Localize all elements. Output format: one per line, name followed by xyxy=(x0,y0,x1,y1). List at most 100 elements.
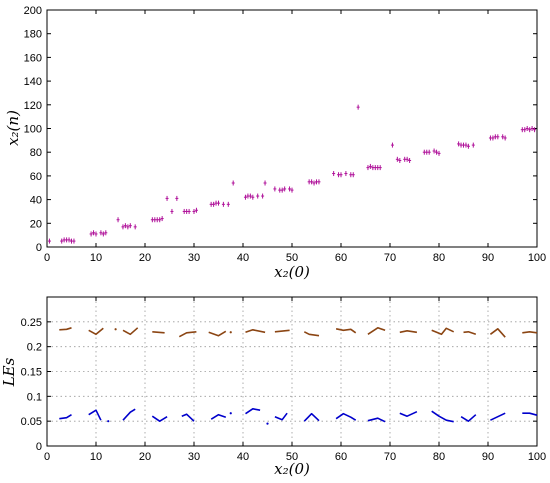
data-point xyxy=(94,231,98,237)
series-dot xyxy=(114,328,117,331)
data-point xyxy=(491,135,495,141)
bottom-x-tick-label: 40 xyxy=(237,451,249,463)
data-point xyxy=(99,230,103,236)
data-point xyxy=(408,157,412,163)
top-y-axis-label: x₂(n) xyxy=(4,110,22,146)
data-point xyxy=(67,237,71,243)
top-y-tick-label: 0 xyxy=(36,242,42,254)
top-x-tick-label: 50 xyxy=(286,252,298,264)
data-point xyxy=(503,135,507,141)
series-segment xyxy=(489,327,506,338)
bottom-y-tick-label: 0.2 xyxy=(27,342,42,354)
series-segment xyxy=(490,412,506,421)
data-point xyxy=(351,172,355,178)
bottom-chart: 0 10 20 30 40 50 60 70 80 90 100 0 0.05 0.1 0.15 0.2 0.2… xyxy=(0,296,546,478)
data-point xyxy=(92,230,96,236)
series-segment xyxy=(59,414,72,420)
series-segment xyxy=(208,330,227,337)
data-point xyxy=(248,193,252,199)
data-point xyxy=(317,179,321,185)
top-ticks: 0 10 20 30 40 50 60 70 80 90 100 0 20 40 60 80 100 120 140… xyxy=(24,5,547,264)
top-y-tick-label: 20 xyxy=(30,218,42,230)
series-segment xyxy=(399,410,418,418)
data-point xyxy=(160,216,164,222)
bottom-x-tick-label: 30 xyxy=(188,451,200,463)
data-point xyxy=(437,150,441,156)
top-x-tick-label: 40 xyxy=(237,252,249,264)
data-point xyxy=(47,238,51,244)
top-x-tick-label: 90 xyxy=(482,252,494,264)
data-point xyxy=(187,208,191,214)
data-point xyxy=(496,134,500,140)
data-point xyxy=(356,104,360,110)
top-y-tick-label: 180 xyxy=(24,29,42,41)
series-segment xyxy=(399,329,418,334)
data-point xyxy=(457,141,461,147)
series-segment xyxy=(274,412,288,421)
data-point xyxy=(288,186,292,192)
data-point xyxy=(398,157,402,163)
data-point xyxy=(194,207,198,213)
data-point xyxy=(501,134,505,140)
data-point xyxy=(60,238,64,244)
series-segment xyxy=(122,327,139,336)
data-point xyxy=(464,142,468,148)
data-point xyxy=(121,224,125,230)
bottom-x-tick-label: 80 xyxy=(433,451,445,463)
data-point xyxy=(427,149,431,155)
data-point xyxy=(89,231,93,237)
data-point xyxy=(390,142,394,148)
data-point xyxy=(165,195,169,201)
data-point xyxy=(530,126,534,131)
top-x-tick-label: 60 xyxy=(335,252,347,264)
data-point xyxy=(339,172,343,178)
data-point xyxy=(280,187,284,193)
series-segment xyxy=(59,327,72,331)
bottom-x-tick-label: 60 xyxy=(335,451,347,463)
top-x-tick-label: 80 xyxy=(433,252,445,264)
data-point xyxy=(435,149,439,155)
data-point xyxy=(366,165,370,171)
data-point xyxy=(528,127,532,133)
series-segment xyxy=(335,412,357,421)
data-point xyxy=(104,230,108,236)
data-point xyxy=(263,180,267,186)
bottom-x-tick-label: 10 xyxy=(90,451,102,463)
bottom-y-tick-label: 0.1 xyxy=(27,391,42,403)
top-x-tick-label: 100 xyxy=(528,252,546,264)
data-point xyxy=(290,187,294,193)
top-y-tick-label: 100 xyxy=(24,124,42,136)
top-x-axis-label: x₂(0) xyxy=(274,263,310,281)
series-segment xyxy=(210,413,227,420)
bottom-ticks: 0 10 20 30 40 50 60 70 80 90 100 0 0.05 0.1 0.15 0.2 0.2… xyxy=(21,297,546,463)
series-dot xyxy=(229,412,232,415)
bottom-y-tick-label: 0.15 xyxy=(21,367,42,379)
series-segment xyxy=(460,414,477,423)
series-segment xyxy=(245,328,266,334)
data-point xyxy=(368,163,372,169)
data-point xyxy=(523,127,527,133)
series-segment xyxy=(303,331,320,337)
data-point xyxy=(332,171,336,177)
series-segment xyxy=(181,413,195,422)
top-chart: 0 10 20 30 40 50 60 70 80 90 100 0 20 40 60 80 100 120 140… xyxy=(4,5,546,281)
series-dot xyxy=(229,331,232,334)
series-segment xyxy=(367,417,386,423)
top-plot-area xyxy=(46,9,538,248)
top-y-tick-label: 200 xyxy=(24,5,42,17)
series-segment xyxy=(88,409,102,421)
top-y-tick-label: 120 xyxy=(24,100,42,112)
top-x-tick-label: 10 xyxy=(90,252,102,264)
bottom-x-tick-label: 20 xyxy=(139,451,151,463)
top-x-tick-label: 30 xyxy=(188,252,200,264)
data-point xyxy=(226,201,230,207)
bottom-grid xyxy=(47,297,537,446)
data-point xyxy=(471,142,475,148)
top-points xyxy=(47,104,537,244)
data-point xyxy=(116,217,120,223)
data-point xyxy=(133,224,137,230)
top-x-tick-label: 70 xyxy=(384,252,396,264)
data-point xyxy=(466,143,470,149)
top-y-tick-label: 80 xyxy=(30,147,42,159)
